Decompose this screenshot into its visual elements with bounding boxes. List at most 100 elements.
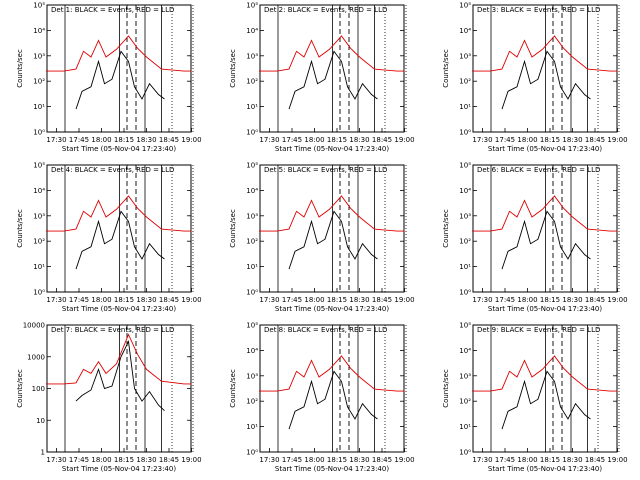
y-tick-label: 10³ bbox=[33, 212, 45, 220]
panel-det-9: Det 9: BLACK = Events, RED = LLD 10⁰ 10¹ 10… bbox=[442, 322, 628, 474]
y-tick-label: 10⁰ bbox=[246, 449, 258, 457]
y-axis-label: Counts/sec bbox=[229, 369, 237, 408]
y-tick-label: 10³ bbox=[246, 372, 258, 380]
x-tick-label: 19:00 bbox=[607, 136, 627, 144]
x-axis-label: Start Time (05-Nov-04 17:23:40) bbox=[275, 305, 389, 313]
panel-title: Det 2: BLACK = Events, RED = LLD bbox=[264, 6, 387, 14]
x-tick-label: 18:45 bbox=[585, 296, 605, 304]
x-tick-label: 19:00 bbox=[394, 296, 414, 304]
y-tick-label: 10² bbox=[246, 398, 258, 406]
x-tick-label: 18:45 bbox=[159, 296, 179, 304]
series-lld-line bbox=[46, 333, 192, 385]
series-lld-line bbox=[46, 35, 192, 72]
x-tick-label: 18:15 bbox=[540, 296, 560, 304]
x-tick-label: 17:30 bbox=[259, 456, 279, 464]
y-axis-label: Counts/sec bbox=[229, 209, 237, 248]
x-tick-label: 18:45 bbox=[159, 136, 179, 144]
x-tick-label: 18:15 bbox=[327, 296, 347, 304]
x-tick-label: 18:15 bbox=[540, 456, 560, 464]
panel-title: Det 1: BLACK = Events, RED = LLD bbox=[51, 6, 174, 14]
x-tick-label: 17:30 bbox=[472, 136, 492, 144]
series-lld-line bbox=[472, 195, 618, 232]
x-axis-label: Start Time (05-Nov-04 17:23:40) bbox=[488, 465, 602, 473]
panel-title: Det 7: BLACK = Events, RED = LLD bbox=[51, 326, 174, 334]
panel-det-7: Det 7: BLACK = Events, RED = LLD 1 10 100 10… bbox=[16, 322, 202, 474]
y-tick-label: 10⁵ bbox=[246, 322, 258, 330]
y-tick-label: 10⁰ bbox=[246, 289, 258, 297]
panel-det-5: Det 5: BLACK = Events, RED = LLD 10⁰ 10¹ 10… bbox=[229, 162, 415, 314]
series-events-line bbox=[501, 50, 591, 110]
x-tick-label: 18:30 bbox=[562, 136, 582, 144]
x-tick-label: 18:30 bbox=[349, 136, 369, 144]
y-tick-label: 10¹ bbox=[459, 263, 471, 271]
y-tick-label: 10³ bbox=[459, 372, 471, 380]
x-tick-label: 17:45 bbox=[69, 136, 89, 144]
plot-frame bbox=[472, 4, 618, 133]
y-tick-label: 10² bbox=[246, 238, 258, 246]
x-tick-label: 17:45 bbox=[69, 456, 89, 464]
series-lld-line bbox=[259, 355, 405, 392]
x-tick-label: 18:30 bbox=[349, 296, 369, 304]
plot-frame bbox=[259, 164, 405, 293]
x-tick-label: 18:00 bbox=[304, 296, 324, 304]
x-axis-label: Start Time (05-Nov-04 17:23:40) bbox=[62, 465, 176, 473]
y-tick-label: 100 bbox=[32, 385, 45, 393]
x-tick-label: 18:00 bbox=[304, 456, 324, 464]
panel-det-6: Det 6: BLACK = Events, RED = LLD 10⁰ 10¹ 10… bbox=[442, 162, 628, 314]
y-tick-label: 10⁴ bbox=[246, 347, 258, 355]
x-tick-label: 17:30 bbox=[259, 136, 279, 144]
y-tick-label: 10⁵ bbox=[33, 2, 45, 10]
panel-title: Det 5: BLACK = Events, RED = LLD bbox=[264, 166, 387, 174]
y-tick-label: 10³ bbox=[246, 52, 258, 60]
y-tick-label: 10² bbox=[459, 238, 471, 246]
y-tick-label: 10¹ bbox=[459, 423, 471, 431]
plot-frame bbox=[259, 324, 405, 453]
y-tick-label: 10¹ bbox=[33, 263, 45, 271]
y-tick-label: 1000 bbox=[27, 353, 45, 361]
series-lld-line bbox=[472, 35, 618, 72]
x-tick-label: 19:00 bbox=[394, 136, 414, 144]
x-tick-label: 18:15 bbox=[327, 456, 347, 464]
y-tick-label: 10⁴ bbox=[33, 187, 45, 195]
y-tick-label: 10³ bbox=[246, 212, 258, 220]
y-tick-label: 10⁵ bbox=[459, 2, 471, 10]
panel-det-3: Det 3: BLACK = Events, RED = LLD 10⁰ 10¹ 10… bbox=[442, 2, 628, 154]
x-tick-label: 19:00 bbox=[181, 136, 201, 144]
y-tick-label: 10⁵ bbox=[33, 162, 45, 170]
x-tick-label: 18:00 bbox=[304, 136, 324, 144]
y-tick-label: 10¹ bbox=[246, 263, 258, 271]
x-tick-label: 17:30 bbox=[46, 136, 66, 144]
x-tick-label: 18:15 bbox=[327, 136, 347, 144]
panel-det-2: Det 2: BLACK = Events, RED = LLD 10⁰ 10¹ 10… bbox=[229, 2, 415, 154]
y-tick-label: 10⁴ bbox=[246, 27, 258, 35]
panel-title: Det 4: BLACK = Events, RED = LLD bbox=[51, 166, 174, 174]
y-tick-label: 10000 bbox=[23, 322, 45, 330]
x-tick-label: 17:30 bbox=[46, 296, 66, 304]
plot-frame bbox=[472, 324, 618, 453]
panel-title: Det 6: BLACK = Events, RED = LLD bbox=[477, 166, 600, 174]
x-tick-label: 17:45 bbox=[495, 456, 515, 464]
y-tick-label: 10⁴ bbox=[246, 187, 258, 195]
x-axis-label: Start Time (05-Nov-04 17:23:40) bbox=[488, 145, 602, 153]
y-tick-label: 10² bbox=[459, 78, 471, 86]
y-tick-label: 10⁴ bbox=[33, 27, 45, 35]
y-tick-label: 10³ bbox=[33, 52, 45, 60]
y-tick-label: 10⁰ bbox=[33, 129, 45, 137]
x-tick-label: 18:00 bbox=[91, 296, 111, 304]
y-axis-label: Counts/sec bbox=[16, 369, 24, 408]
x-tick-label: 19:00 bbox=[394, 456, 414, 464]
x-tick-label: 17:45 bbox=[282, 456, 302, 464]
x-axis-label: Start Time (05-Nov-04 17:23:40) bbox=[488, 305, 602, 313]
x-tick-label: 18:30 bbox=[136, 456, 156, 464]
y-tick-label: 10⁴ bbox=[459, 187, 471, 195]
x-tick-label: 18:30 bbox=[349, 456, 369, 464]
x-tick-label: 17:45 bbox=[282, 136, 302, 144]
series-events-line bbox=[288, 50, 378, 110]
x-tick-label: 18:15 bbox=[540, 136, 560, 144]
plot-frame bbox=[46, 324, 192, 453]
y-tick-label: 10⁴ bbox=[459, 27, 471, 35]
y-tick-label: 10⁰ bbox=[246, 129, 258, 137]
y-tick-label: 10³ bbox=[459, 212, 471, 220]
plot-frame bbox=[259, 4, 405, 133]
